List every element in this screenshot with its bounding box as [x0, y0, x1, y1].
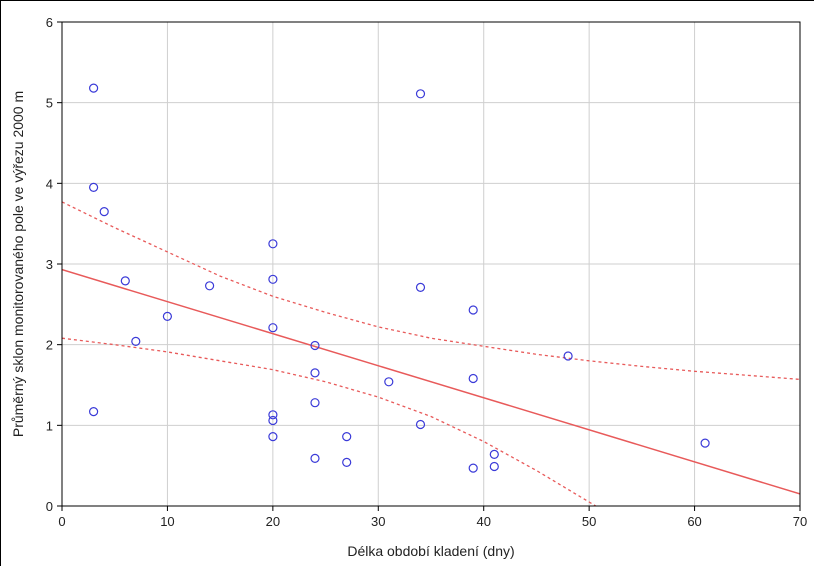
- data-point: [415, 282, 426, 292]
- data-point: [342, 432, 352, 442]
- data-point: [268, 415, 278, 426]
- confidence-band-lower: [62, 337, 597, 506]
- x-tick-label: 10: [160, 514, 174, 529]
- x-tick-label: 20: [266, 514, 280, 529]
- data-point: [468, 305, 478, 315]
- data-point: [310, 453, 320, 463]
- x-tick-label: 60: [687, 514, 701, 529]
- x-tick-label: 40: [476, 514, 490, 529]
- x-tick-label: 30: [371, 514, 385, 529]
- y-tick-label: 1: [46, 418, 53, 433]
- y-tick-label: 2: [46, 338, 53, 353]
- y-tick-label: 5: [46, 96, 53, 111]
- data-point: [99, 207, 109, 217]
- data-point: [415, 419, 426, 430]
- confidence-band-upper: [62, 201, 800, 381]
- regression-line: [62, 268, 800, 495]
- y-axis-label: Průměrný sklon monitorovaného pole ve vý…: [10, 91, 26, 437]
- data-point: [310, 368, 320, 378]
- data-point: [489, 461, 499, 472]
- data-point: [310, 398, 320, 408]
- data-point: [468, 463, 478, 473]
- x-tick-label: 50: [582, 514, 596, 529]
- data-point: [88, 83, 99, 93]
- data-point: [468, 373, 478, 384]
- data-point: [120, 276, 130, 286]
- data-point: [563, 351, 573, 361]
- x-axis-label: Délka období kladení (dny): [347, 543, 514, 559]
- data-point: [88, 182, 99, 192]
- data-point: [268, 432, 278, 442]
- data-point: [415, 89, 426, 99]
- data-point: [268, 323, 278, 333]
- data-point: [268, 274, 278, 284]
- data-point: [268, 410, 278, 420]
- data-point: [268, 239, 278, 249]
- data-point: [88, 407, 99, 417]
- grid-lines: [62, 22, 800, 506]
- data-point: [162, 311, 172, 321]
- y-tick-label: 6: [46, 15, 53, 30]
- data-point: [700, 438, 710, 448]
- y-tick-label: 3: [46, 257, 53, 272]
- data-point: [384, 377, 394, 387]
- y-tick-label: 0: [46, 499, 53, 514]
- x-tick-label: 0: [58, 514, 65, 529]
- data-point: [310, 340, 320, 351]
- data-point: [342, 457, 352, 467]
- x-tick-label: 70: [793, 514, 807, 529]
- y-tick-label: 4: [46, 176, 53, 191]
- data-point: [205, 281, 215, 291]
- data-point: [131, 336, 141, 346]
- data-point: [489, 449, 499, 459]
